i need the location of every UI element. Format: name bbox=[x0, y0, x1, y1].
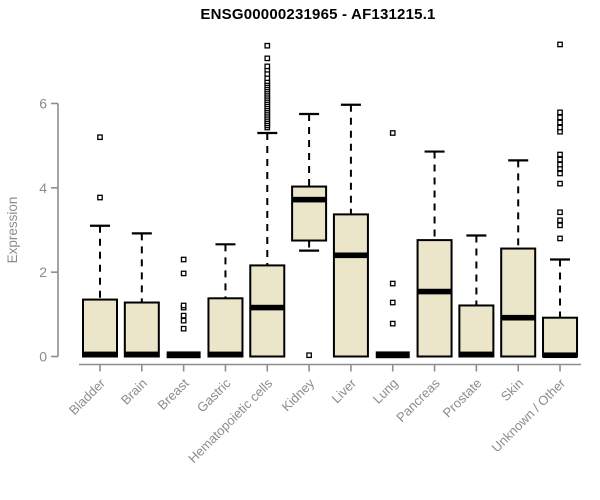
y-tick-label: 2 bbox=[39, 264, 47, 280]
median-line bbox=[208, 351, 243, 358]
iqr-box bbox=[82, 298, 118, 358]
outlier-point bbox=[557, 222, 563, 229]
median-line bbox=[417, 288, 452, 295]
median-line bbox=[333, 252, 368, 259]
iqr-box bbox=[416, 239, 453, 358]
outlier-point bbox=[180, 302, 187, 309]
y-axis-title: Expression bbox=[5, 197, 20, 264]
outlier-point bbox=[557, 217, 563, 224]
x-category-label: Brain bbox=[118, 376, 150, 408]
median-line bbox=[83, 351, 117, 358]
outlier-point bbox=[557, 119, 563, 126]
x-category-label: Pancreas bbox=[393, 375, 443, 425]
outlier-point bbox=[306, 352, 312, 359]
median-line bbox=[166, 351, 201, 359]
outlier-point bbox=[264, 63, 271, 70]
median-line bbox=[250, 304, 285, 311]
outlier-point bbox=[389, 320, 396, 327]
outlier-point bbox=[180, 312, 187, 319]
outlier-point bbox=[557, 41, 563, 48]
iqr-box bbox=[291, 185, 328, 242]
y-tick-label: 0 bbox=[39, 349, 47, 365]
outlier-point bbox=[180, 325, 187, 332]
outlier-point bbox=[264, 42, 271, 49]
median-line bbox=[124, 351, 159, 358]
x-category-label: Unknown / Other bbox=[489, 375, 569, 455]
iqr-box bbox=[500, 247, 537, 358]
outlier-point bbox=[264, 55, 271, 62]
outlier-point bbox=[389, 130, 396, 136]
outlier-point bbox=[557, 180, 563, 187]
outlier-point bbox=[557, 156, 563, 163]
iqr-box bbox=[332, 213, 369, 358]
x-category-label: Lung bbox=[370, 376, 401, 407]
iqr-box bbox=[249, 264, 286, 358]
median-line bbox=[375, 351, 410, 359]
x-category-label: Breast bbox=[155, 375, 192, 412]
iqr-box bbox=[458, 304, 495, 358]
outlier-point bbox=[180, 270, 187, 277]
x-category-label: Prostate bbox=[440, 376, 485, 421]
outlier-point bbox=[557, 209, 563, 216]
outlier-point bbox=[180, 317, 187, 324]
outlier-point bbox=[557, 109, 563, 116]
median-line bbox=[292, 196, 327, 203]
median-line bbox=[459, 351, 494, 358]
y-tick-label: 6 bbox=[39, 95, 47, 111]
y-tick-label: 4 bbox=[39, 180, 47, 196]
iqr-box bbox=[123, 301, 160, 358]
outlier-point bbox=[180, 256, 187, 263]
outlier-point bbox=[557, 114, 563, 121]
outlier-point bbox=[97, 134, 103, 141]
outlier-point bbox=[557, 170, 563, 177]
x-category-label: Kidney bbox=[279, 375, 318, 414]
iqr-box bbox=[542, 316, 579, 358]
outlier-point bbox=[557, 151, 563, 158]
outlier-point bbox=[557, 124, 563, 131]
outlier-point bbox=[557, 235, 563, 242]
chart-title: ENSG00000231965 - AF131215.1 bbox=[200, 6, 436, 23]
x-category-label: Bladder bbox=[66, 375, 109, 418]
x-category-label: Gastric bbox=[194, 375, 234, 415]
median-line bbox=[543, 352, 578, 359]
x-category-label: Liver bbox=[329, 375, 360, 406]
x-category-label: Skin bbox=[498, 376, 526, 404]
outlier-point bbox=[557, 161, 563, 168]
iqr-box bbox=[207, 297, 244, 358]
outlier-point bbox=[97, 194, 103, 201]
outlier-point bbox=[389, 280, 396, 287]
outlier-point bbox=[389, 299, 396, 306]
median-line bbox=[501, 314, 536, 321]
